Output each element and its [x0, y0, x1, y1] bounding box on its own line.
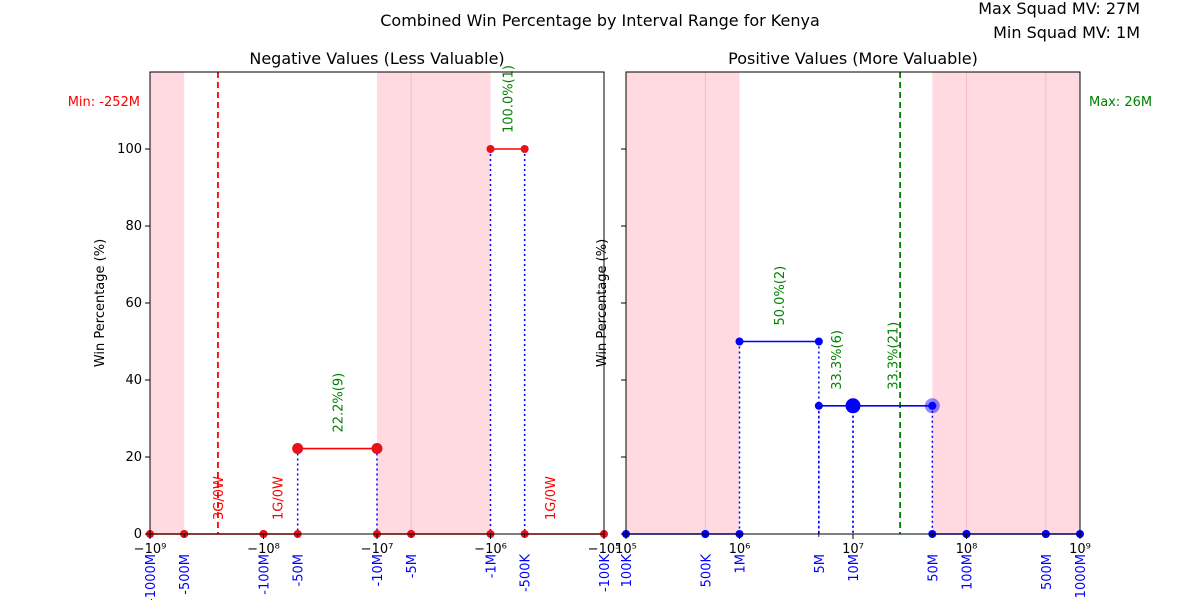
pos-y-axis-label: Win Percentage (%)	[595, 239, 610, 367]
pos-win-annotation: 50.0%(2)	[773, 266, 788, 326]
neg-y-tick-label: 80	[125, 219, 142, 234]
neg-x-major-tick-label: −10⁸	[247, 542, 280, 557]
min-squad-mv-label: Min Squad MV: 1M	[993, 23, 1140, 42]
pos-segment-point	[814, 337, 823, 346]
pos-faded-point	[924, 398, 940, 414]
neg-y-tick-label: 20	[125, 450, 142, 465]
neg-win-annotation: 100.0%(1)	[502, 65, 517, 133]
neg-x-interval-label: -1M	[485, 554, 500, 578]
pos-reference-label: Max: 26M	[1089, 95, 1152, 110]
pos-x-interval-label: 5M	[813, 554, 828, 574]
pos-segment-point	[928, 401, 937, 410]
neg-x-interval-label: -500M	[178, 554, 193, 595]
neg-x-major-tick-label: −10⁶	[474, 542, 507, 557]
neg-zero-annotation: 1G/0W	[544, 476, 559, 520]
pos-segment-point	[735, 337, 744, 346]
neg-x-interval-label: -100K	[598, 554, 613, 593]
neg-segment-point	[520, 145, 529, 153]
neg-y-axis-label: Win Percentage (%)	[93, 239, 108, 367]
neg-x-interval-label: -10M	[371, 554, 386, 586]
neg-x-interval-label: -1000M	[144, 554, 159, 600]
pos-shaded-range	[932, 72, 1080, 534]
neg-x-interval-label: -50M	[292, 554, 307, 586]
pos-x-major-tick-label: 10⁵	[615, 542, 637, 557]
neg-x-interval-label: -5M	[405, 554, 420, 578]
neg-shaded-range	[150, 72, 185, 534]
neg-y-tick-label: 40	[125, 373, 142, 388]
neg-y-tick-label: 60	[125, 296, 142, 311]
pos-shaded-range	[626, 72, 740, 534]
pos-x-interval-label: 500M	[1040, 554, 1055, 590]
neg-highlight-point	[292, 443, 304, 455]
neg-x-interval-label: -500K	[519, 554, 534, 593]
pos-x-interval-label: 100K	[620, 554, 635, 588]
pos-highlight-point	[845, 398, 861, 414]
pos-win-annotation: 33.3%(21)	[887, 322, 902, 390]
positive-values-panel: Max: 26M 50.0%(2) 33.3%(6) 33.3%(21) Positiv…	[595, 49, 1152, 598]
neg-y-tick-label: 0	[134, 527, 142, 542]
neg-shaded-range	[377, 72, 491, 534]
neg-reference-label: Min: -252M	[68, 95, 140, 110]
neg-x-major-tick-label: −10⁵	[588, 542, 621, 557]
neg-highlight-point	[371, 443, 383, 455]
pos-x-interval-label: 1000M	[1074, 554, 1089, 598]
max-squad-mv-label: Max Squad MV: 27M	[978, 0, 1140, 18]
pos-x-interval-label: 1M	[734, 554, 749, 574]
pos-x-major-tick-label: 10⁸	[956, 542, 978, 557]
pos-x-interval-label: 500K	[699, 554, 714, 588]
neg-x-major-tick-label: −10⁹	[134, 542, 167, 557]
neg-panel-title: Negative Values (Less Valuable)	[249, 49, 504, 68]
pos-x-major-tick-label: 10⁹	[1069, 542, 1091, 557]
neg-y-tick-label: 100	[117, 142, 142, 157]
neg-x-interval-label: -100M	[258, 554, 273, 595]
neg-win-annotation: 22.2%(9)	[331, 373, 346, 433]
neg-x-major-tick-label: −10⁷	[361, 542, 394, 557]
neg-zero-annotation: 1G/0W	[272, 476, 287, 520]
figure-title: Combined Win Percentage by Interval Rang…	[380, 11, 820, 30]
pos-x-major-tick-label: 10⁶	[729, 542, 751, 557]
pos-x-interval-label: 50M	[926, 554, 941, 582]
neg-zero-annotation: 3G/0W	[212, 476, 227, 520]
pos-segment-point	[814, 401, 823, 410]
pos-panel-title: Positive Values (More Valuable)	[728, 49, 978, 68]
negative-values-panel: Min: -252M 22.2%(9) 100.0%(1) 3G/0W 1G/0W 1G/…	[68, 49, 621, 600]
pos-win-annotation: 33.3%(6)	[830, 330, 845, 390]
pos-x-interval-label: 10M	[847, 554, 862, 582]
pos-x-interval-label: 100M	[961, 554, 976, 590]
pos-x-major-tick-label: 10⁷	[842, 542, 864, 557]
neg-segment-point	[486, 145, 495, 153]
